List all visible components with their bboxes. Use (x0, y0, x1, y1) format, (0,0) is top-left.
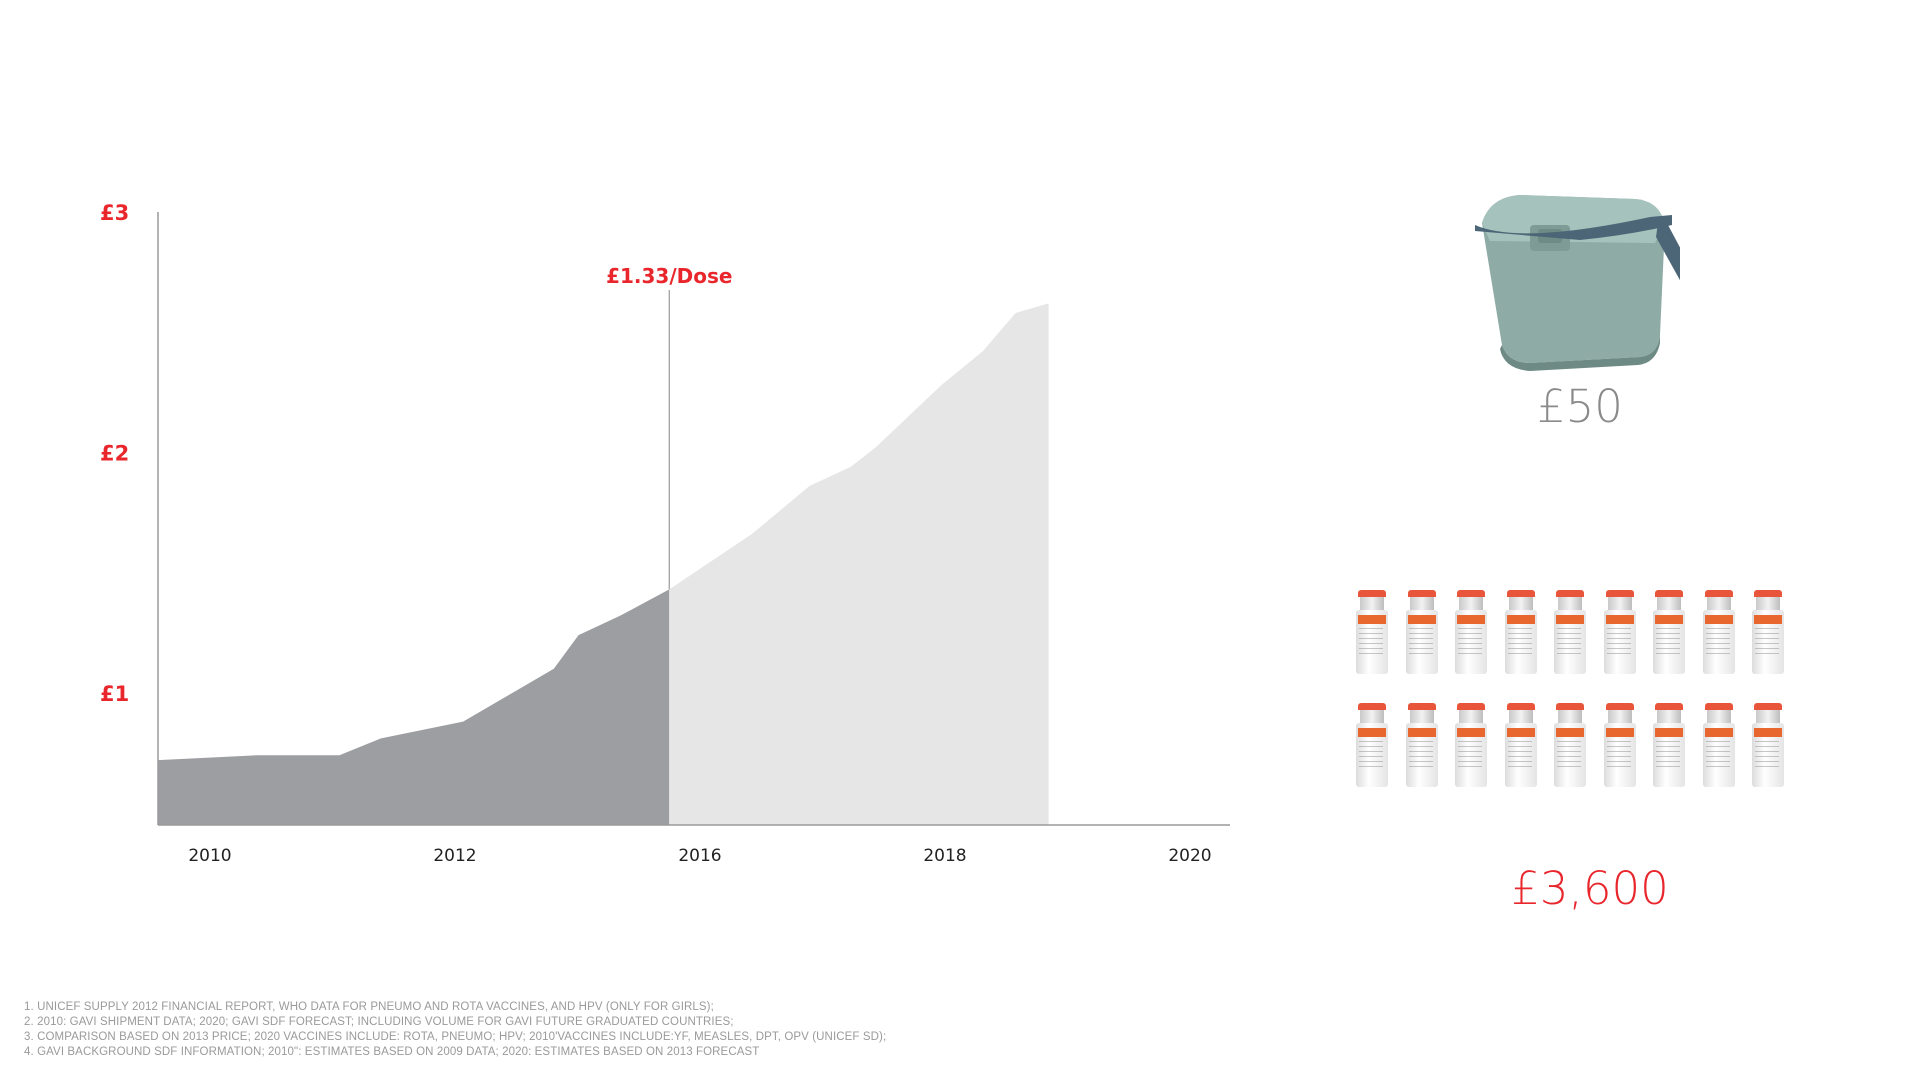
area-series-1 (158, 589, 670, 825)
vaccine-vial-icon (1504, 590, 1538, 676)
vials-price: £3,600 (1511, 862, 1669, 915)
vaccine-vial-icon (1652, 590, 1686, 676)
vaccine-vial-icon (1454, 590, 1488, 676)
footnotes: 1. UNICEF SUPPLY 2012 FINANCIAL REPORT, … (24, 1000, 1124, 1060)
footnote-4: 4. GAVI BACKGROUND SDF INFORMATION; 2010… (24, 1046, 760, 1058)
vial-row (1355, 703, 1805, 793)
cooler-price: £50 (1537, 380, 1623, 433)
footnote-2: 2. 2010: GAVI SHIPMENT DATA; 2020; GAVI … (24, 1016, 734, 1028)
x-tick-label: 2016 (678, 846, 721, 866)
vaccine-vial-icon (1751, 703, 1785, 789)
vaccine-vial-icon (1504, 703, 1538, 789)
price-area-chart: £3 £2 £1 2010 2012 2016 2018 2020 £1.33/Dose (100, 201, 1230, 866)
vial-row (1355, 590, 1805, 680)
x-tick-label: 2020 (1168, 846, 1211, 866)
footnote-1: 1. UNICEF SUPPLY 2012 FINANCIAL REPORT, … (24, 1001, 714, 1013)
vaccine-vial-icon (1702, 703, 1736, 789)
vaccine-vial-icon (1355, 590, 1389, 676)
vaccine-vial-icon (1553, 590, 1587, 676)
vaccine-vial-icon (1454, 703, 1488, 789)
vaccine-vial-icon (1603, 590, 1637, 676)
x-tick-label: 2012 (433, 846, 476, 866)
vaccine-vial-icon (1405, 703, 1439, 789)
annotation-label: £1.33/Dose (606, 264, 732, 288)
vaccine-vial-icon (1355, 703, 1389, 789)
y-tick-label: £1 (100, 682, 129, 706)
vaccine-cooler-box-image (1475, 195, 1680, 371)
vaccine-vials-image (1355, 590, 1805, 800)
vaccine-vial-icon (1652, 703, 1686, 789)
y-tick-label: £2 (100, 441, 129, 465)
vaccine-vial-icon (1405, 590, 1439, 676)
vaccine-vial-icon (1603, 703, 1637, 789)
vaccine-vial-icon (1751, 590, 1785, 676)
area-series-2 (669, 303, 1049, 826)
vaccine-vial-icon (1553, 703, 1587, 789)
x-tick-label: 2018 (923, 846, 966, 866)
footnote-3: 3. COMPARISON BASED ON 2013 PRICE; 2020 … (24, 1031, 887, 1043)
vaccine-vial-icon (1702, 590, 1736, 676)
y-tick-label: £3 (100, 201, 129, 225)
x-tick-label: 2010 (188, 846, 231, 866)
